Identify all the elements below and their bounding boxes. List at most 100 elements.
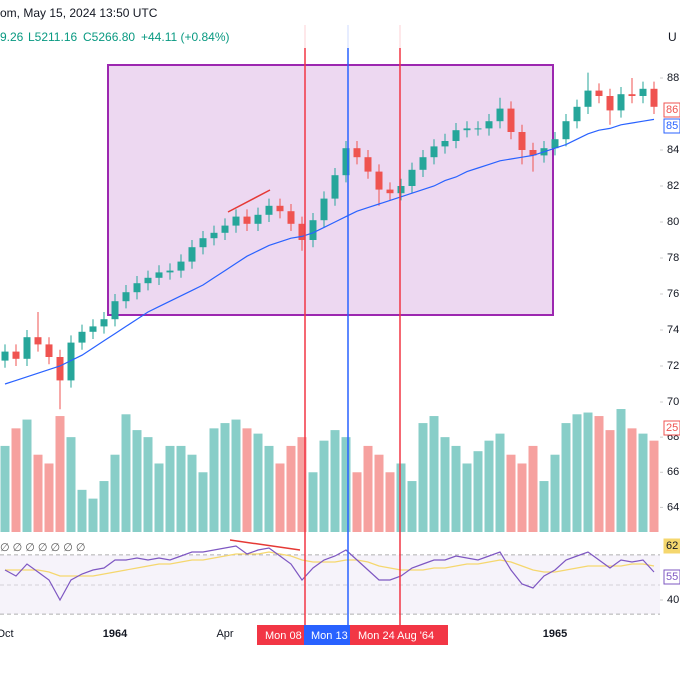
value-badge-label: 85 bbox=[666, 120, 678, 132]
candle-body bbox=[606, 96, 614, 111]
y-tick-label: 80 bbox=[667, 216, 679, 228]
volume-bar bbox=[605, 430, 615, 532]
volume-bar bbox=[352, 472, 362, 532]
volume-bar bbox=[583, 412, 593, 532]
volume-bar bbox=[55, 416, 65, 532]
candle-body bbox=[254, 214, 262, 224]
volume-bar bbox=[88, 498, 98, 532]
trend-line bbox=[229, 539, 301, 551]
volume-bar bbox=[231, 419, 241, 532]
time-badge: Mon 24 Aug '64 bbox=[358, 630, 434, 642]
volume-bar bbox=[220, 423, 230, 532]
volume-bar bbox=[66, 437, 76, 532]
value-badge bbox=[663, 102, 680, 118]
candle-body bbox=[397, 186, 405, 194]
volume-bar bbox=[341, 437, 351, 532]
time-badge-bg bbox=[304, 625, 350, 645]
candle-body bbox=[430, 146, 438, 158]
y-tick-label: 66 bbox=[667, 466, 679, 478]
candle-body bbox=[56, 357, 64, 381]
candle-body bbox=[89, 326, 97, 332]
value-badge bbox=[663, 569, 680, 585]
candle-body bbox=[243, 216, 251, 224]
candle-body bbox=[298, 223, 306, 240]
moving-average bbox=[4, 118, 655, 385]
volume-bar bbox=[319, 440, 329, 532]
volume-bar bbox=[638, 433, 648, 532]
volume-bar bbox=[440, 437, 450, 532]
rsi-background bbox=[0, 555, 660, 614]
candle-body bbox=[584, 90, 592, 107]
candle-body bbox=[485, 121, 493, 129]
volume-bar bbox=[77, 489, 87, 532]
volume-bar bbox=[0, 445, 10, 532]
price-axis bbox=[660, 45, 680, 635]
time-badge: Mon 13 bbox=[311, 630, 348, 642]
y-tick-label: 72 bbox=[667, 360, 679, 372]
volume-bar bbox=[176, 445, 186, 532]
candle-body bbox=[518, 132, 526, 150]
volume-bar bbox=[132, 430, 142, 532]
candle-body bbox=[78, 331, 86, 343]
x-tick-label: Oct bbox=[0, 628, 14, 640]
volume-bar bbox=[385, 472, 395, 532]
volume-bar bbox=[627, 428, 637, 532]
value-badge bbox=[663, 538, 680, 554]
candle-body bbox=[562, 121, 570, 140]
header-open: 9.26 bbox=[0, 30, 24, 44]
volume-bar bbox=[594, 416, 604, 532]
volume-bar bbox=[506, 454, 516, 532]
candle-body bbox=[551, 139, 559, 149]
volume-bar bbox=[407, 481, 417, 532]
candle-body bbox=[144, 277, 152, 284]
candle-body bbox=[573, 106, 581, 122]
candle-body bbox=[232, 216, 240, 226]
time-badge-bg bbox=[350, 625, 448, 645]
header-currency: U bbox=[668, 30, 677, 44]
volume-bar bbox=[572, 414, 582, 532]
rsi-line bbox=[4, 545, 655, 602]
candle-body bbox=[353, 148, 361, 158]
candle-body bbox=[331, 175, 339, 199]
volume-bar bbox=[187, 454, 197, 532]
candle-body bbox=[408, 169, 416, 186]
candle-body bbox=[265, 205, 273, 215]
y-tick-label: 64 bbox=[667, 501, 679, 513]
candle-body bbox=[100, 319, 108, 327]
candle-body bbox=[23, 337, 31, 359]
candle-body bbox=[463, 128, 471, 131]
volume-bar bbox=[308, 472, 318, 532]
volume-bar bbox=[99, 481, 109, 532]
rsi-signal bbox=[5, 551, 655, 577]
y-tick-label: 70 bbox=[667, 396, 679, 408]
candle-body bbox=[12, 351, 20, 359]
candle-body bbox=[1, 351, 9, 361]
candle-body bbox=[67, 342, 75, 381]
volume-bar bbox=[528, 445, 538, 532]
y-tick-label: 40 bbox=[667, 594, 679, 606]
candle-body bbox=[452, 130, 460, 141]
candle-body bbox=[34, 337, 42, 345]
volume-bar bbox=[33, 454, 43, 532]
candle-body bbox=[342, 148, 350, 176]
value-badge bbox=[663, 118, 680, 134]
candle-body bbox=[650, 88, 658, 107]
volume-bar bbox=[242, 428, 252, 532]
candle-body bbox=[221, 225, 229, 233]
volume-bar bbox=[418, 423, 428, 532]
header-close: C5266.80 bbox=[83, 30, 135, 44]
volume-bar bbox=[451, 445, 461, 532]
volume-bar bbox=[165, 445, 175, 532]
volume-bar bbox=[154, 463, 164, 532]
candle-body bbox=[639, 88, 647, 96]
volume-bar bbox=[11, 428, 21, 532]
volume-bar bbox=[517, 463, 527, 532]
candle-body bbox=[441, 141, 449, 147]
candle-body bbox=[617, 94, 625, 111]
candle-body bbox=[320, 198, 328, 221]
y-tick-label: 74 bbox=[667, 324, 679, 336]
volume-bar bbox=[44, 463, 54, 532]
value-badge-label: 62 bbox=[666, 540, 678, 552]
volume-bar bbox=[616, 409, 626, 532]
candle-body bbox=[276, 205, 284, 212]
